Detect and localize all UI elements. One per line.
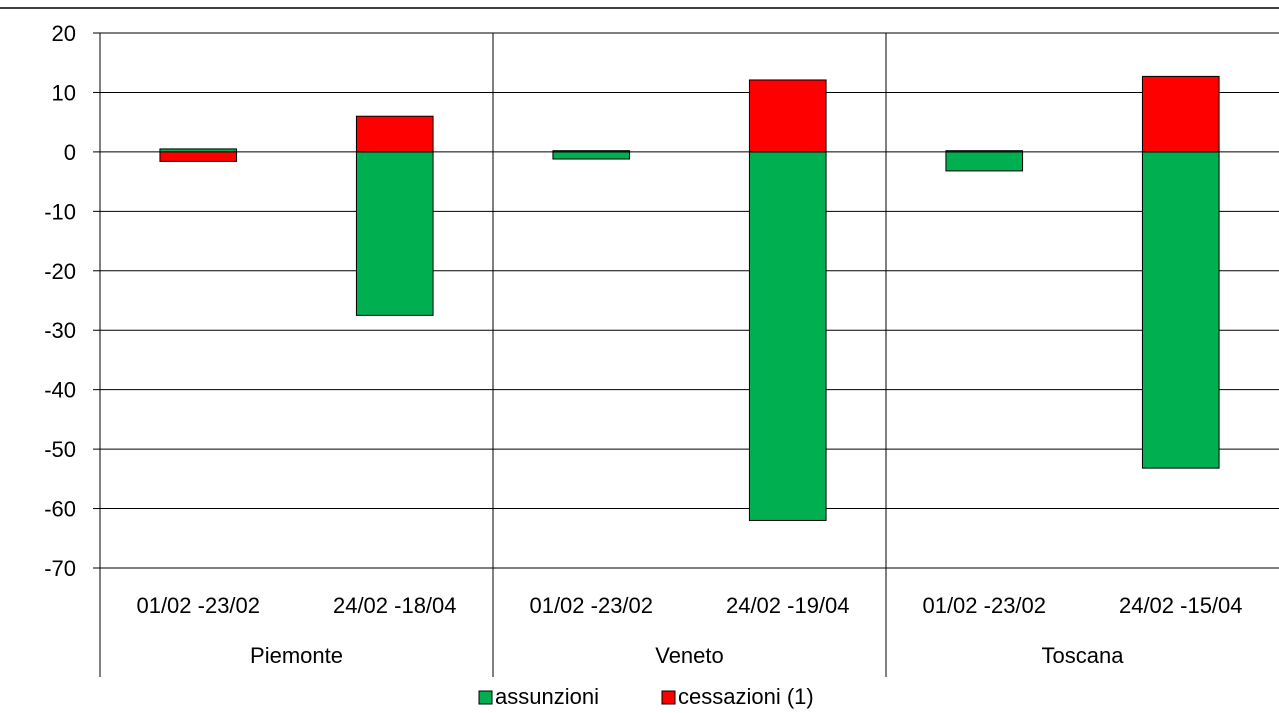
legend-swatch [661,690,676,705]
y-tick-label: -30 [44,318,76,343]
axes [93,32,887,677]
legend-label: assunzioni [495,684,599,709]
bar-assunzioni [552,151,631,160]
y-tick-label: 10 [52,80,76,105]
x-group-label: Veneto [655,643,724,668]
gridlines [100,32,1279,569]
x-category-label: 01/02 -23/02 [922,593,1046,618]
bar-cessazioni [945,150,1024,153]
bar-cessazioni [552,150,631,153]
y-tick-label: -60 [44,497,76,522]
y-tick-label: 20 [52,21,76,46]
y-tick-label: -40 [44,378,76,403]
y-tick-label: -50 [44,437,76,462]
bar-assunzioni [748,151,827,521]
bar-cessazioni [355,115,434,153]
bars [159,75,1220,521]
x-category-label: 24/02 -18/04 [333,593,457,618]
legend: assunzioni cessazioni (1) [478,684,814,709]
bar-cessazioni [159,151,238,162]
bar-cessazioni [748,79,827,153]
x-group-label: Toscana [1042,643,1125,668]
bar-cessazioni [1141,75,1220,153]
axis-labels: 20 10 0 -10 -20 -30 -40 -50 -60 -70 01/02 -23/02 24… [44,21,1242,668]
y-tick-label: 0 [64,140,76,165]
y-tick-label: -10 [44,199,76,224]
legend-label: cessazioni (1) [678,684,814,709]
bar-assunzioni [1141,151,1220,469]
bar-assunzioni [355,151,434,316]
legend-swatch [478,690,493,705]
x-category-label: 24/02 -15/04 [1119,593,1243,618]
bar-assunzioni [945,151,1024,172]
x-group-label: Piemonte [250,643,343,668]
x-category-label: 24/02 -19/04 [726,593,850,618]
y-tick-label: -70 [44,556,76,581]
y-tick-label: -20 [44,259,76,284]
x-category-label: 01/02 -23/02 [529,593,653,618]
x-category-label: 01/02 -23/02 [136,593,260,618]
